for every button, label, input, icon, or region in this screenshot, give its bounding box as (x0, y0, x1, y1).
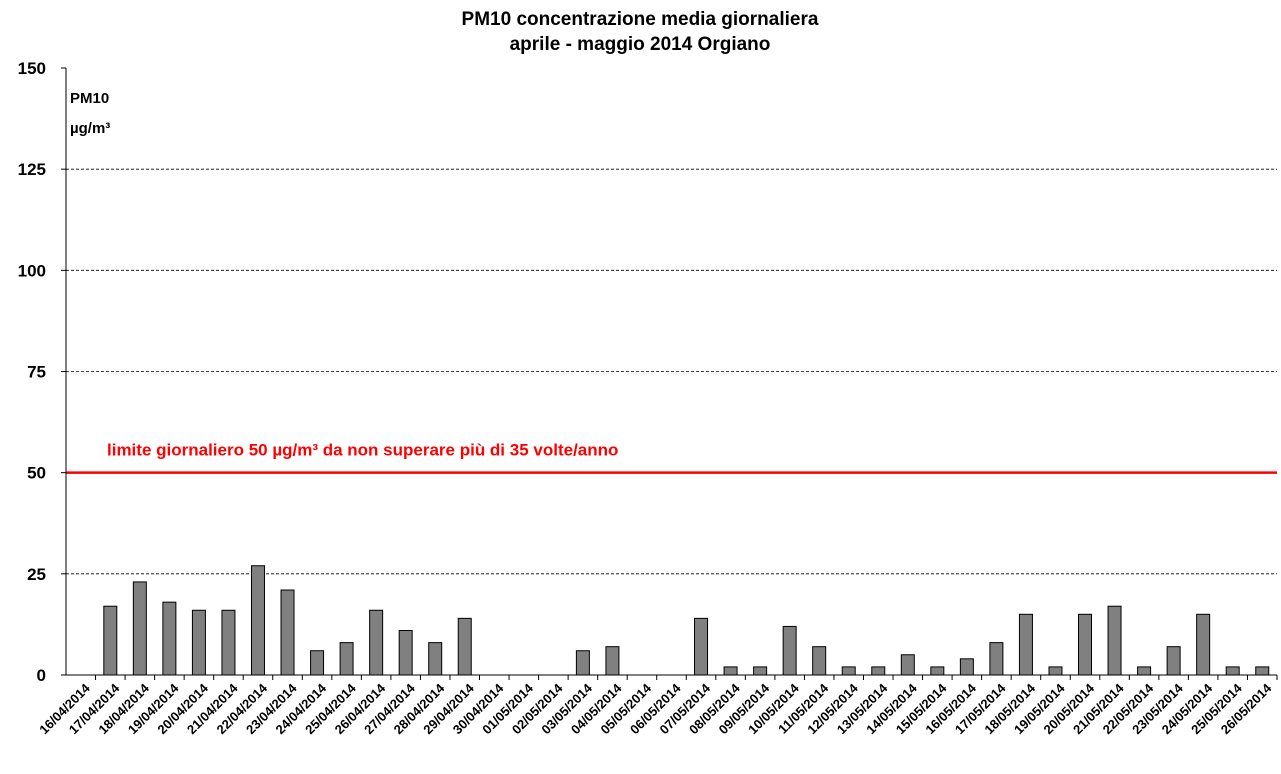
bar (310, 650, 325, 676)
bar (1255, 666, 1270, 676)
bar (989, 642, 1004, 676)
bar (1048, 666, 1063, 676)
bar (339, 642, 354, 676)
bar (103, 605, 118, 676)
y-tick-label: 150 (18, 59, 46, 78)
y-tick-label: 0 (37, 666, 46, 685)
y-tick-label: 50 (27, 464, 46, 483)
bar (575, 650, 590, 676)
y-tick-label: 100 (18, 261, 46, 280)
bar (1078, 613, 1093, 676)
chart-title: PM10 concentrazione media giornaliera (462, 9, 819, 30)
bar (605, 646, 620, 676)
bar (162, 601, 177, 676)
y-tick-label: 75 (27, 363, 46, 382)
bar (930, 666, 945, 676)
bar (250, 565, 265, 676)
bar (1196, 613, 1211, 676)
reference-label: limite giornaliero 50 µg/m³ da non super… (107, 441, 618, 460)
y-axis-label: µg/m³ (70, 120, 110, 137)
chart-title: aprile - maggio 2014 Orgiano (510, 34, 771, 55)
bar (428, 642, 443, 676)
bar (369, 609, 384, 676)
bar (753, 666, 768, 676)
y-axis-label: PM10 (70, 90, 109, 107)
bar (132, 581, 147, 676)
bar (1225, 666, 1240, 676)
bar (221, 609, 236, 676)
bar (841, 666, 856, 676)
bar (782, 625, 797, 676)
bar (1166, 646, 1181, 676)
bar (457, 617, 472, 676)
bar (280, 589, 295, 676)
bar (900, 654, 915, 676)
bar (812, 646, 827, 676)
bar (959, 658, 974, 676)
bar (398, 629, 413, 676)
bar (1018, 613, 1033, 676)
bar (191, 609, 206, 676)
bar (694, 617, 709, 676)
bar (723, 666, 738, 676)
y-tick-label: 125 (18, 160, 46, 179)
bar (1137, 666, 1152, 676)
y-tick-label: 25 (27, 565, 46, 584)
bar (1107, 605, 1122, 676)
bar (871, 666, 886, 676)
